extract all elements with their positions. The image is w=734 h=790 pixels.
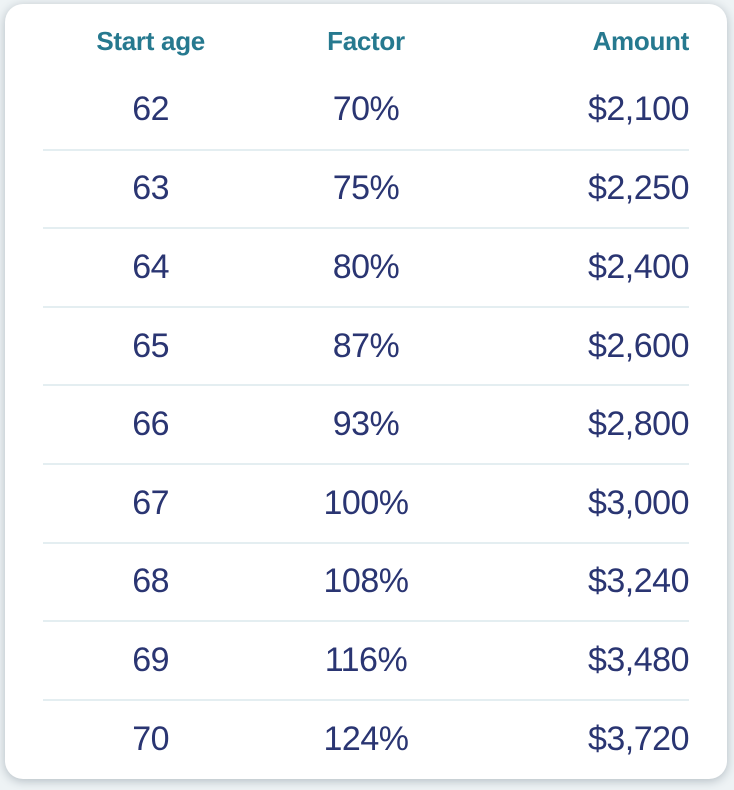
cell-start-age: 66 [132,405,170,444]
table-row: 65 87% $2,600 [43,305,690,385]
table-row: 68 108% $3,240 [43,541,690,621]
cell-start-age: 62 [132,89,170,128]
cell-start-age: 70 [132,719,170,758]
cell-factor: 87% [332,326,400,365]
column-header-factor: Factor [327,25,405,56]
cell-factor: 93% [332,405,400,444]
table-row: 62 70% $2,100 [43,70,689,149]
table-row: 63 75% $2,250 [43,148,690,228]
cell-start-age: 68 [132,562,170,601]
table-row: 70 124% $3,720 [43,698,690,778]
column-header-amount: Amount [592,25,690,56]
cell-factor: 124% [323,719,409,758]
cell-start-age: 67 [132,483,170,522]
cell-amount: $2,100 [587,89,690,128]
cell-factor: 100% [323,483,409,522]
column-header-start-age: Start age [96,25,205,56]
cell-amount: $2,600 [587,326,690,365]
cell-amount: $3,240 [587,562,690,601]
cell-start-age: 65 [132,326,170,365]
cell-amount: $3,000 [587,483,690,522]
cell-factor: 80% [332,247,400,286]
cell-start-age: 69 [132,640,170,679]
table-row: 69 116% $3,480 [43,620,689,699]
cell-amount: $2,250 [587,169,690,208]
cell-factor: 75% [332,169,400,208]
cell-amount: $2,400 [587,247,690,286]
cell-factor: 108% [323,562,409,601]
cell-amount: $3,480 [587,640,690,679]
cell-amount: $2,800 [587,405,690,444]
cell-factor: 70% [332,89,400,128]
table-row: 66 93% $2,800 [43,384,689,463]
cell-factor: 116% [324,640,408,679]
table-row: 64 80% $2,400 [43,227,689,306]
cell-amount: $3,720 [587,719,690,758]
cell-start-age: 63 [132,169,170,208]
table-header-row: Start age Factor Amount [5,4,727,70]
benefit-factor-table-card: Start age Factor Amount 62 70% $2,100 63… [5,4,727,779]
cell-start-age: 64 [132,247,170,286]
table-row: 67 100% $3,000 [43,462,690,542]
